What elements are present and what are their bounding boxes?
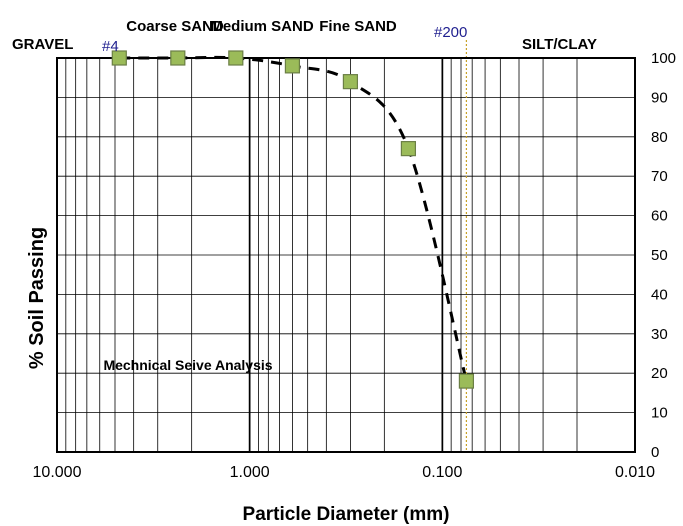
y-tick-label: 60 — [651, 208, 668, 225]
x-tick-label: 0.010 — [615, 464, 655, 481]
data-points — [111, 50, 475, 389]
data-point — [400, 141, 417, 157]
sieve-label-4: #4 — [102, 38, 119, 55]
tick-labels: 10.000 1.000 0.100 0.010 0 10 20 30 40 50 60 70 80 90… — [33, 50, 677, 481]
y-tick-label: 40 — [651, 286, 668, 303]
plot-frame — [56, 57, 636, 453]
data-point — [111, 50, 127, 66]
x-tick-label: 10.000 — [33, 464, 82, 481]
data-point — [458, 373, 475, 389]
x-tick-label: 1.000 — [230, 464, 270, 481]
zone-label-coarse-sand: Coarse SAND — [126, 18, 224, 35]
zone-label-silt-clay: SILT/CLAY — [522, 36, 597, 53]
grid — [56, 57, 636, 453]
y-tick-label: 50 — [651, 247, 668, 264]
zone-label-medium-sand: Medium SAND — [210, 18, 314, 35]
y-tick-label: 80 — [651, 129, 668, 146]
y-tick-label: 100 — [651, 50, 676, 67]
data-point — [170, 50, 186, 66]
zone-label-gravel: GRAVEL — [12, 36, 73, 53]
y-tick-label: 10 — [651, 405, 668, 422]
data-point — [342, 74, 359, 90]
data-point — [228, 50, 244, 66]
x-axis-title: Particle Diameter (mm) — [243, 504, 450, 525]
y-tick-label: 0 — [651, 444, 659, 461]
data-point — [284, 58, 301, 74]
y-tick-label: 90 — [651, 89, 668, 106]
annotation: Mechnical Seive Analysis — [103, 357, 272, 373]
y-tick-label: 20 — [651, 365, 668, 382]
sieve-label-200: #200 — [434, 24, 467, 41]
y-tick-label: 70 — [651, 168, 668, 185]
x-tick-label: 0.100 — [422, 464, 462, 481]
zone-label-fine-sand: Fine SAND — [319, 18, 397, 35]
y-axis-title: % Soil Passing — [26, 227, 48, 369]
y-tick-label: 30 — [651, 326, 668, 343]
